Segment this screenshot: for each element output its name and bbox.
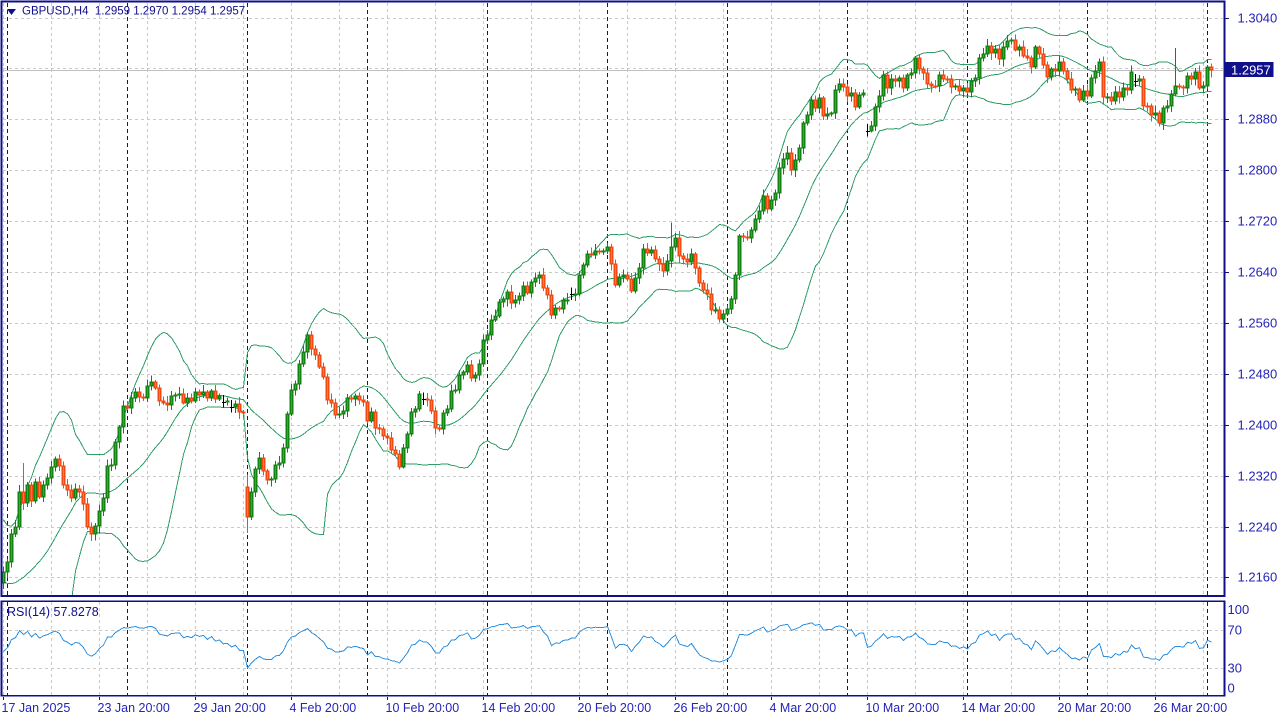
svg-text:14 Feb 20:00: 14 Feb 20:00 — [482, 701, 556, 715]
svg-text:10 Mar 20:00: 10 Mar 20:00 — [866, 701, 940, 715]
svg-text:26 Feb 20:00: 26 Feb 20:00 — [674, 701, 748, 715]
svg-text:1.2320: 1.2320 — [1238, 469, 1278, 484]
svg-text:29 Jan 20:00: 29 Jan 20:00 — [194, 701, 266, 715]
svg-text:4 Feb 20:00: 4 Feb 20:00 — [290, 701, 357, 715]
svg-text:RSI(14) 57.8278: RSI(14) 57.8278 — [7, 605, 99, 619]
svg-text:20 Mar 20:00: 20 Mar 20:00 — [1058, 701, 1132, 715]
svg-text:4 Mar 20:00: 4 Mar 20:00 — [770, 701, 837, 715]
svg-text:1.2800: 1.2800 — [1238, 163, 1278, 178]
svg-text:GBPUSD,H4 1.2959 1.2970 1.295: GBPUSD,H4 1.2959 1.2970 1.2954 1.2957 — [22, 6, 245, 18]
svg-text:20 Feb 20:00: 20 Feb 20:00 — [578, 701, 652, 715]
svg-text:26 Mar 20:00: 26 Mar 20:00 — [1154, 701, 1228, 715]
svg-text:0: 0 — [1228, 681, 1235, 696]
svg-text:1.3040: 1.3040 — [1238, 11, 1278, 26]
svg-text:1.2560: 1.2560 — [1238, 316, 1278, 331]
svg-text:23 Jan 20:00: 23 Jan 20:00 — [98, 701, 170, 715]
svg-text:1.2480: 1.2480 — [1238, 367, 1278, 382]
svg-text:1.2400: 1.2400 — [1238, 418, 1278, 433]
svg-text:14 Mar 20:00: 14 Mar 20:00 — [962, 701, 1036, 715]
svg-text:1.2640: 1.2640 — [1238, 265, 1278, 280]
svg-text:100: 100 — [1228, 602, 1250, 617]
svg-text:30: 30 — [1228, 660, 1242, 675]
svg-text:17 Jan 2025: 17 Jan 2025 — [2, 701, 71, 715]
svg-text:70: 70 — [1228, 623, 1242, 638]
svg-text:1.2160: 1.2160 — [1238, 570, 1278, 585]
svg-text:1.2720: 1.2720 — [1238, 214, 1278, 229]
svg-text:1.2240: 1.2240 — [1238, 520, 1278, 535]
svg-text:1.2957: 1.2957 — [1231, 63, 1271, 78]
svg-text:1.2880: 1.2880 — [1238, 112, 1278, 127]
svg-text:10 Feb 20:00: 10 Feb 20:00 — [386, 701, 460, 715]
